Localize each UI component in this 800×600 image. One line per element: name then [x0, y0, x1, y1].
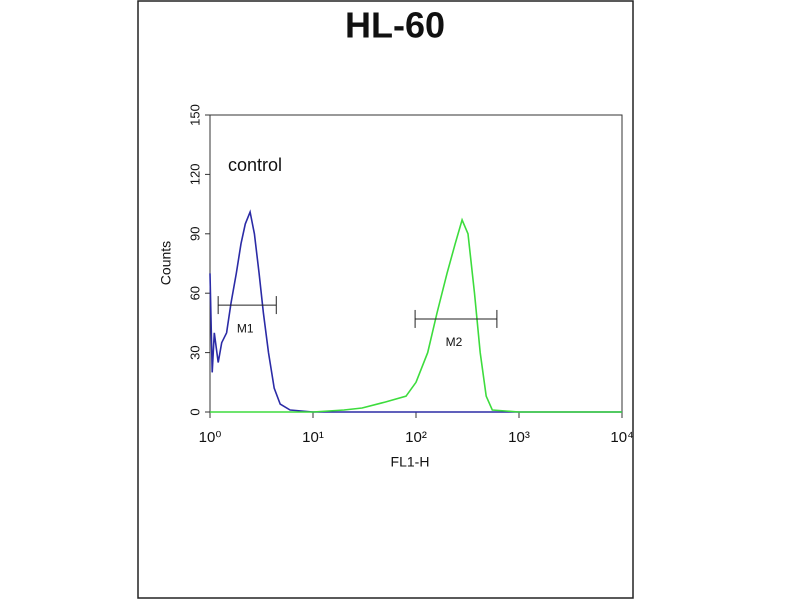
marker-label: M2 [446, 335, 463, 349]
x-tick-label: 10³ [508, 429, 530, 446]
x-axis-label: FL1-H [391, 454, 430, 470]
y-axis-label: Counts [158, 241, 174, 285]
y-tick-label: 150 [187, 104, 202, 126]
y-tick-label: 120 [187, 164, 202, 186]
y-tick-label: 30 [187, 345, 202, 359]
y-tick-label: 90 [187, 227, 202, 241]
marker-label: M1 [237, 321, 254, 335]
x-tick-label: 10⁰ [199, 429, 222, 446]
chart-title: HL-60 [345, 5, 445, 46]
x-tick-label: 10¹ [302, 429, 324, 446]
histogram-line [209, 209, 622, 413]
frame [137, 0, 634, 599]
x-tick-label: 10² [405, 429, 427, 446]
annotation: control [228, 155, 282, 175]
y-tick-label: 0 [187, 408, 202, 415]
histogram-line [210, 217, 622, 413]
y-tick-label: 60 [187, 286, 202, 300]
x-tick-label: 10⁴ [610, 429, 633, 446]
